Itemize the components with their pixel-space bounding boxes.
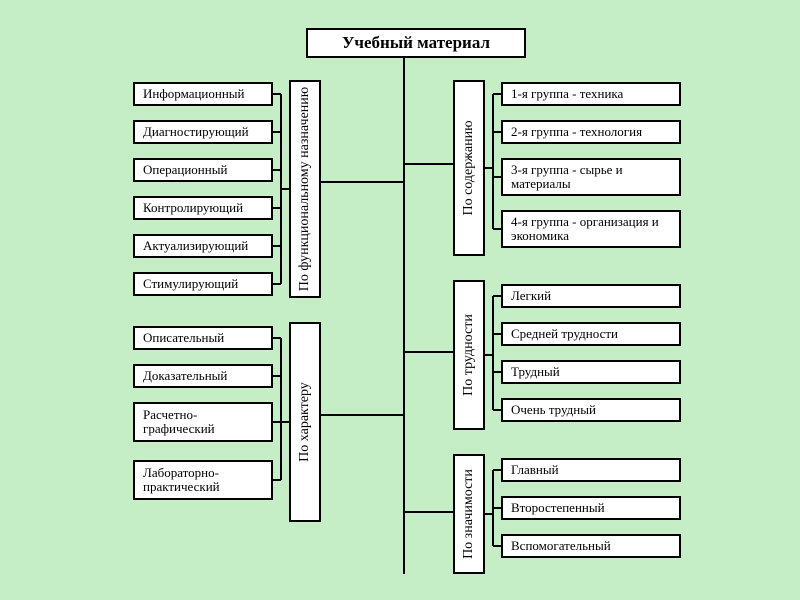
item-content-2: 3-я группа - сырье и материалы [501, 158, 681, 196]
item-label: 3-я группа - сырье и материалы [511, 163, 671, 192]
category-label-content: По содержанию [461, 120, 477, 215]
item-label: Трудный [511, 365, 671, 379]
item-label: Контролирующий [143, 201, 263, 215]
item-diff-0: Легкий [501, 284, 681, 308]
item-label: Второстепенный [511, 501, 671, 515]
item-label: Информационный [143, 87, 263, 101]
category-label-diff: По трудности [461, 314, 477, 396]
item-label: Легкий [511, 289, 671, 303]
item-char-2: Расчетно-графический [133, 402, 273, 442]
item-func-3: Контролирующий [133, 196, 273, 220]
item-char-1: Доказательный [133, 364, 273, 388]
category-signif: По значимости [453, 454, 485, 574]
item-diff-1: Средней трудности [501, 322, 681, 346]
item-func-4: Актуализирующий [133, 234, 273, 258]
item-signif-2: Вспомогательный [501, 534, 681, 558]
category-content: По содержанию [453, 80, 485, 256]
item-label: Очень трудный [511, 403, 671, 417]
category-label-signif: По значимости [461, 469, 477, 559]
item-label: Описательный [143, 331, 263, 345]
item-content-0: 1-я группа - техника [501, 82, 681, 106]
item-label: 2-я группа - технология [511, 125, 671, 139]
category-char: По характеру [289, 322, 321, 522]
diagram-stage: Учебный материал По функциональному назна… [0, 0, 800, 600]
item-label: 1-я группа - техника [511, 87, 671, 101]
item-label: Лабораторно-практический [143, 466, 263, 495]
item-label: Доказательный [143, 369, 263, 383]
item-label: Расчетно-графический [143, 408, 263, 437]
item-diff-3: Очень трудный [501, 398, 681, 422]
item-label: 4-я группа - организация и экономика [511, 215, 671, 244]
item-char-3: Лабораторно-практический [133, 460, 273, 500]
diagram-title: Учебный материал [306, 28, 526, 58]
item-char-0: Описательный [133, 326, 273, 350]
category-label-func: По функциональному назначению [297, 87, 313, 291]
item-label: Актуализирующий [143, 239, 263, 253]
item-label: Главный [511, 463, 671, 477]
item-label: Стимулирующий [143, 277, 263, 291]
item-func-5: Стимулирующий [133, 272, 273, 296]
item-diff-2: Трудный [501, 360, 681, 384]
item-signif-0: Главный [501, 458, 681, 482]
category-label-char: По характеру [297, 382, 313, 462]
item-label: Операционный [143, 163, 263, 177]
item-content-1: 2-я группа - технология [501, 120, 681, 144]
item-func-0: Информационный [133, 82, 273, 106]
item-func-2: Операционный [133, 158, 273, 182]
item-func-1: Диагностирующий [133, 120, 273, 144]
item-label: Диагностирующий [143, 125, 263, 139]
item-label: Вспомогательный [511, 539, 671, 553]
category-func: По функциональному назначению [289, 80, 321, 298]
item-content-3: 4-я группа - организация и экономика [501, 210, 681, 248]
item-signif-1: Второстепенный [501, 496, 681, 520]
item-label: Средней трудности [511, 327, 671, 341]
category-diff: По трудности [453, 280, 485, 430]
